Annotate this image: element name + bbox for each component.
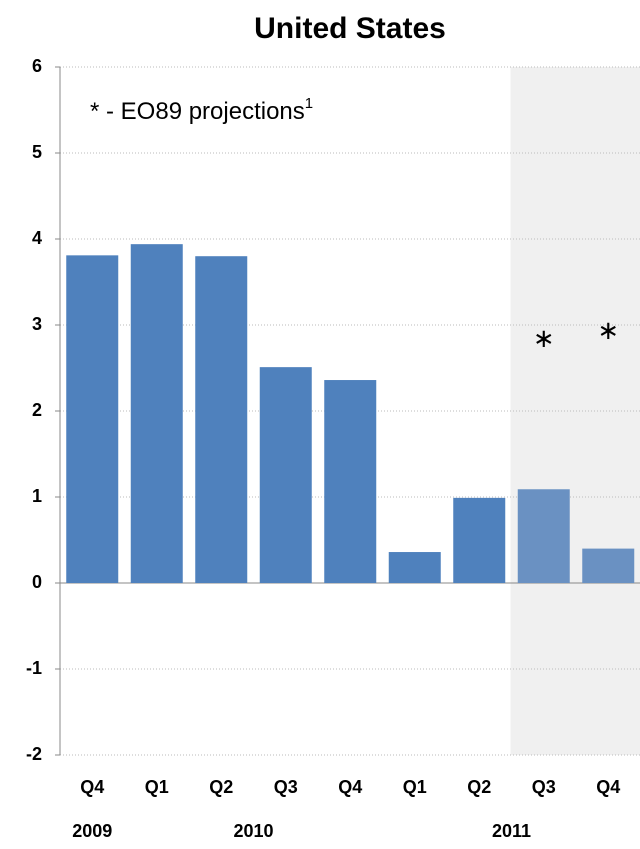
projection-marker: ∗ (597, 315, 619, 345)
x-tick-label: Q2 (467, 777, 491, 797)
chart-title: United States (254, 12, 446, 45)
y-tick-label: 2 (32, 400, 42, 420)
x-tick-label: Q1 (403, 777, 427, 797)
group-label: 2010 (233, 821, 273, 841)
y-tick-label: -2 (26, 744, 42, 764)
annotation: * - EO89 projections1 (90, 95, 313, 125)
x-tick-label: Q4 (80, 777, 104, 797)
bar (195, 256, 248, 583)
bar (453, 497, 506, 583)
y-tick-label: 5 (32, 142, 42, 162)
bar (259, 367, 312, 583)
y-tick-label: 6 (32, 56, 42, 76)
annotation-text: * - EO89 projections (90, 98, 305, 125)
x-tick-label: Q3 (532, 777, 556, 797)
x-tick-label: Q2 (209, 777, 233, 797)
x-tick-label: Q3 (274, 777, 298, 797)
group-label: 2011 (492, 821, 531, 841)
y-tick-label: -1 (26, 658, 42, 678)
x-tick-label: Q4 (338, 777, 362, 797)
y-tick-label: 4 (32, 228, 42, 248)
y-tick-label: 3 (32, 314, 42, 334)
bar (517, 489, 570, 583)
y-tick-label: 0 (32, 572, 42, 592)
bar (582, 548, 635, 583)
bar (66, 255, 119, 583)
projection-shade (510, 67, 640, 755)
annotation-footnote: 1 (305, 95, 313, 112)
group-label: 2009 (72, 821, 112, 841)
x-tick-label: Q1 (145, 777, 169, 797)
projection-marker: ∗ (533, 323, 555, 353)
x-tick-label: Q4 (596, 777, 620, 797)
bar (130, 244, 183, 583)
bar (324, 380, 377, 583)
y-tick-label: 1 (32, 486, 42, 506)
bar (388, 552, 441, 583)
